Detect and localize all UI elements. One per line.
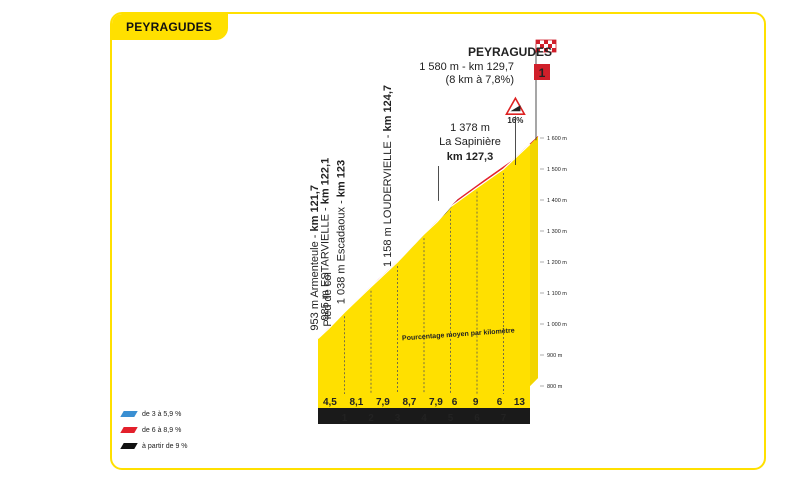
altitude-tick-label: 900 m — [547, 353, 563, 359]
legend-swatch-red — [120, 427, 138, 433]
flag-cell — [552, 44, 556, 48]
waypoint-km: km 124,7 — [382, 85, 394, 131]
km-gradient-label: 8,1 — [349, 397, 363, 408]
gradient-warning-icon — [505, 96, 526, 115]
altitude-tick-label: 1 600 m — [547, 136, 567, 142]
altitude-tick-label: 1 100 m — [547, 291, 567, 297]
km-gradient-label: 9 — [473, 397, 479, 408]
flag-cell — [540, 44, 544, 48]
sapiniere-alt: 1 378 m — [450, 122, 490, 134]
gradient-warning-glyph — [510, 105, 521, 112]
altitude-tick-label: 1 400 m — [547, 198, 567, 204]
waypoint-km: km 122,1 — [320, 158, 332, 204]
km-band — [318, 408, 530, 424]
waypoint-label: 1 038 m Escadaoux - km 123 — [336, 160, 348, 304]
profile-card: PEYRAGUDES 800 m 900 m 1 000 m 1 100 m 1 200… — [110, 12, 766, 470]
flag-cell — [544, 44, 548, 48]
flag-cell — [536, 48, 540, 52]
waypoint-km: km 121,7 — [309, 185, 321, 231]
legend-label: de 6 à 8,9 % — [142, 426, 182, 434]
summit-line1: 1 580 m - km 129,7 — [419, 61, 514, 73]
gradient-band — [318, 394, 530, 408]
altitude-ticks: 800 m 900 m 1 000 m 1 100 m 1 200 m 1 300 m 1 … — [540, 136, 567, 390]
waypoint-name: 1 038 m Escadaoux - — [336, 197, 348, 304]
legend-item: de 3 à 5,9 % — [120, 406, 188, 422]
km-gradient-label: 8,7 — [402, 397, 416, 408]
km-label: 7 — [501, 413, 507, 424]
legend-label: à partir de 9 % — [142, 442, 188, 450]
legend-swatch-blue — [120, 411, 138, 417]
profile-line — [317, 136, 539, 340]
max-gradient-label: 16% — [507, 116, 523, 125]
flag-border — [535, 39, 557, 53]
sapiniere-name: La Sapinière — [439, 136, 501, 148]
waypoint-name: 953 m Armenteule - — [309, 232, 321, 331]
legend-item: à partir de 9 % — [120, 438, 188, 454]
altitude-tick-label: 800 m — [547, 384, 563, 390]
km-gradient-label: 13 — [514, 397, 526, 408]
profile-side — [530, 136, 538, 386]
flag-cell — [536, 44, 540, 48]
category-label: 1 — [539, 66, 546, 80]
waypoint-name: 985 m ESTARVIELLE - — [320, 204, 332, 320]
km-gradient-label: 4,5 — [323, 397, 337, 408]
summit-line2: (8 km à 7,8%) — [446, 74, 514, 86]
km-base: 1 2 3 4 5 6 7 — [318, 394, 530, 424]
flag-cell — [540, 48, 544, 52]
flag-cell — [552, 48, 556, 52]
km-label: 4 — [421, 413, 427, 424]
waypoint-km: km 123 — [336, 160, 348, 197]
km-gridlines — [344, 173, 504, 412]
flag-cell — [548, 48, 552, 52]
flag-cell — [540, 40, 544, 44]
legend-label: de 3 à 5,9 % — [142, 410, 182, 418]
profile-body — [318, 136, 538, 416]
flag-cell — [536, 40, 540, 44]
title-tab: PEYRAGUDES — [112, 14, 229, 40]
sapiniere-km: km 127,3 — [447, 151, 493, 163]
flag-cell — [552, 40, 556, 44]
summit-name: PEYRAGUDES — [468, 45, 552, 59]
flag-cell — [548, 40, 552, 44]
flag-cell — [544, 48, 548, 52]
altitude-tick-label: 1 200 m — [547, 260, 567, 266]
km-gradient-label: 6 — [452, 397, 458, 408]
km-label: 3 — [395, 413, 401, 424]
km-label: 5 — [448, 413, 454, 424]
profile-edge — [317, 143, 531, 340]
km-gradient-label: 7,9 — [429, 397, 443, 408]
waypoint-label: 1 158 m LOUDERVIELLE - km 124,7 — [382, 85, 394, 267]
waypoint-note: Pied de col — [322, 272, 334, 326]
checkered-flag-icon — [535, 39, 557, 53]
km-gradient-label: 7,9 — [376, 397, 390, 408]
altitude-tick-label: 1 000 m — [547, 322, 567, 328]
flag-cell — [544, 40, 548, 44]
waypoint-label: 985 m ESTARVIELLE - km 122,1 — [320, 158, 332, 321]
flag-cell — [548, 44, 552, 48]
waypoint-label: 953 m Armenteule - km 121,7 — [309, 185, 321, 331]
km-label: 2 — [368, 413, 374, 424]
altitude-tick-label: 1 300 m — [547, 229, 567, 235]
km-gradient-label: 6 — [497, 397, 503, 408]
km-label: 6 — [474, 413, 480, 424]
legend-item: de 6 à 8,9 % — [120, 422, 188, 438]
page-title: PEYRAGUDES — [126, 20, 213, 34]
profile-area — [318, 136, 538, 416]
gradient-legend: de 3 à 5,9 % de 6 à 8,9 % à partir de 9 … — [120, 406, 188, 454]
km-label: 1 — [342, 413, 348, 424]
altitude-tick-label: 1 500 m — [547, 167, 567, 173]
legend-swatch-black — [120, 443, 138, 449]
elevation-profile-chart: 800 m 900 m 1 000 m 1 100 m 1 200 m 1 300 m 1 … — [309, 39, 567, 424]
waypoint-name: 1 158 m LOUDERVIELLE - — [382, 131, 394, 267]
category-badge-icon — [534, 64, 550, 80]
